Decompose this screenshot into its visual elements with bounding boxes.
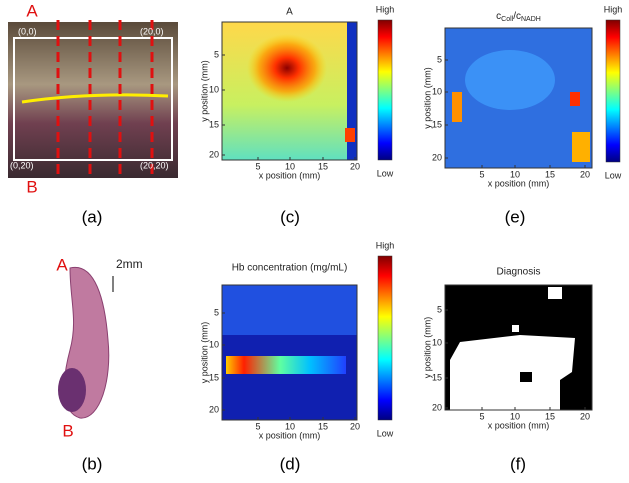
y-axis-label: y position (mm) bbox=[199, 60, 209, 122]
heatmap-spot bbox=[570, 92, 580, 106]
frame bbox=[13, 37, 173, 161]
y-tick-label: 5 bbox=[214, 49, 219, 59]
marker: B bbox=[26, 177, 37, 196]
y-tick-label: 10 bbox=[432, 86, 442, 96]
x-tick-label: 20 bbox=[580, 411, 590, 421]
plot-frame bbox=[444, 27, 593, 169]
colorbar-high: High bbox=[604, 4, 623, 14]
x-tick-label: 10 bbox=[285, 161, 295, 171]
title-part: NADH bbox=[521, 16, 541, 23]
colorbar-low: Low bbox=[377, 428, 394, 438]
x-tick-label: 5 bbox=[255, 161, 260, 171]
marker: B bbox=[62, 421, 73, 440]
heatmap-c bbox=[222, 22, 357, 160]
diagnosis-region bbox=[512, 325, 519, 332]
y-axis-label: y position (mm) bbox=[422, 317, 432, 379]
heatmap-spot bbox=[572, 132, 590, 162]
marker: A bbox=[56, 255, 68, 274]
x-axis-label: x position (mm) bbox=[488, 420, 550, 430]
x-tick-label: 5 bbox=[255, 421, 260, 431]
x-tick-label: 10 bbox=[285, 421, 295, 431]
colorbar-low: Low bbox=[377, 168, 394, 178]
y-tick-label: 5 bbox=[437, 304, 442, 314]
title-part: /c bbox=[513, 11, 521, 22]
x-tick-label: 10 bbox=[510, 169, 520, 179]
yellow-line bbox=[21, 93, 169, 104]
x-tick-label: 10 bbox=[510, 411, 520, 421]
panel-label: (c) bbox=[280, 207, 300, 226]
corner: (20,20) bbox=[140, 160, 169, 170]
x-tick-label: 20 bbox=[350, 421, 360, 431]
x-tick-label: 20 bbox=[580, 169, 590, 179]
marker: A bbox=[26, 1, 38, 20]
y-tick-label: 15 bbox=[209, 119, 219, 129]
panel-label: (a) bbox=[82, 207, 103, 226]
y-tick-label: 5 bbox=[437, 54, 442, 64]
x-tick-label: 15 bbox=[545, 169, 555, 179]
heatmap-edge bbox=[347, 22, 357, 160]
scale-label: 2mm bbox=[116, 257, 143, 271]
panel-b: 2mm A B (b) bbox=[56, 255, 142, 473]
panel-label: (b) bbox=[82, 454, 103, 473]
x-axis-label: x position (mm) bbox=[488, 178, 550, 188]
colorbar-high: High bbox=[376, 240, 395, 250]
corner: (20,0) bbox=[140, 26, 164, 36]
panel-label: (d) bbox=[280, 454, 301, 473]
heatmap-spot bbox=[247, 34, 327, 102]
heatmap-e bbox=[445, 28, 592, 168]
corner: (0,20) bbox=[10, 160, 34, 170]
diagnosis-region bbox=[548, 287, 562, 299]
heatmap-spot bbox=[465, 50, 555, 110]
y-tick-label: 20 bbox=[432, 152, 442, 162]
x-tick-label: 15 bbox=[545, 411, 555, 421]
colorbar-high: High bbox=[376, 4, 395, 14]
panel-title: cColl/cNADH bbox=[496, 11, 541, 23]
y-tick-label: 15 bbox=[209, 372, 219, 382]
x-tick-label: 15 bbox=[318, 161, 328, 171]
heatmap-d bbox=[222, 285, 357, 420]
y-tick-label: 5 bbox=[214, 307, 219, 317]
x-tick-label: 5 bbox=[479, 411, 484, 421]
panel-title: Hb concentration (mg/mL) bbox=[232, 263, 348, 274]
heatmap-band bbox=[226, 356, 346, 374]
y-tick-label: 15 bbox=[432, 372, 442, 382]
colorbar bbox=[377, 255, 393, 421]
corner: (0,0) bbox=[18, 26, 37, 36]
heatmap-spot bbox=[345, 128, 355, 142]
heatmap-region bbox=[222, 285, 357, 335]
tissue bbox=[58, 368, 86, 412]
y-tick-label: 10 bbox=[432, 337, 442, 347]
diagnosis-region bbox=[520, 372, 532, 382]
y-tick-label: 20 bbox=[209, 149, 219, 159]
x-axis-label: x position (mm) bbox=[259, 170, 321, 180]
colorbar-low: Low bbox=[605, 170, 622, 180]
x-tick-label: 20 bbox=[350, 161, 360, 171]
panel-a: A B (0,0) (20,0) (0,20) (20,20) (a) bbox=[8, 1, 178, 226]
y-axis-label: y position (mm) bbox=[199, 322, 209, 384]
title-part: c bbox=[496, 11, 501, 22]
x-tick-label: 5 bbox=[479, 169, 484, 179]
panel-label: (f) bbox=[510, 454, 526, 473]
colorbar bbox=[377, 19, 393, 161]
y-tick-label: 10 bbox=[209, 339, 219, 349]
panel-title: A bbox=[286, 7, 293, 18]
colorbar bbox=[605, 19, 621, 163]
x-tick-label: 15 bbox=[318, 421, 328, 431]
y-axis-label: y position (mm) bbox=[422, 67, 432, 129]
y-tick-label: 20 bbox=[432, 402, 442, 412]
panel-title: Diagnosis bbox=[497, 267, 541, 278]
x-axis-label: x position (mm) bbox=[259, 430, 321, 440]
y-tick-label: 15 bbox=[432, 119, 442, 129]
y-tick-label: 10 bbox=[209, 84, 219, 94]
heatmap-spot bbox=[452, 92, 462, 122]
panel-label: (e) bbox=[505, 207, 526, 226]
heatmap-f bbox=[445, 285, 592, 410]
title-part: Coll bbox=[501, 16, 514, 23]
dashed-lines bbox=[56, 20, 154, 176]
plot-frame bbox=[444, 284, 593, 411]
y-tick-label: 20 bbox=[209, 404, 219, 414]
diagnosis-region bbox=[450, 335, 575, 410]
